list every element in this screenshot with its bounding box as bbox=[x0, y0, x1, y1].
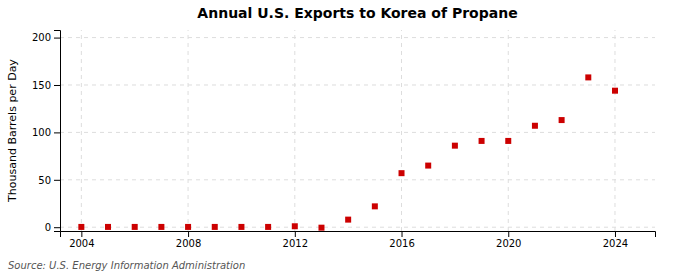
tick-mark bbox=[81, 231, 82, 237]
grid-line bbox=[60, 179, 655, 180]
point bbox=[559, 117, 565, 123]
tick-label: 200 bbox=[32, 32, 51, 43]
point bbox=[372, 203, 378, 209]
tick: 0 bbox=[45, 222, 60, 233]
tick: 100 bbox=[32, 127, 60, 138]
tick: 50 bbox=[38, 175, 60, 186]
tick: 2012 bbox=[283, 231, 308, 249]
tick-mark bbox=[188, 231, 189, 237]
tick-label: 2008 bbox=[176, 238, 201, 249]
y-axis: 0 50 100 150 200 bbox=[32, 31, 61, 233]
tick-label: 2004 bbox=[69, 238, 94, 249]
title: Annual U.S. Exports to Korea of Propane bbox=[197, 5, 517, 21]
point bbox=[238, 224, 244, 230]
point bbox=[612, 88, 618, 94]
point bbox=[532, 123, 538, 129]
grid-line bbox=[294, 30, 295, 231]
grid-line bbox=[60, 132, 655, 133]
grid-line bbox=[401, 30, 402, 231]
x-axis: 2004 2008 2012 2016 2020 2024 bbox=[61, 231, 656, 249]
tick-mark bbox=[508, 231, 509, 237]
point bbox=[212, 224, 218, 230]
axis-line bbox=[54, 31, 61, 232]
tick-label: 2016 bbox=[389, 238, 414, 249]
tick-mark bbox=[615, 231, 616, 237]
point bbox=[479, 138, 485, 144]
grid-line bbox=[60, 37, 655, 38]
tick-label: 2024 bbox=[603, 238, 628, 249]
tick: 2020 bbox=[496, 231, 521, 249]
tick-label: 2012 bbox=[283, 238, 308, 249]
point bbox=[185, 224, 191, 230]
point bbox=[345, 217, 351, 223]
point bbox=[585, 74, 591, 80]
tick-mark bbox=[54, 180, 60, 181]
axis-line bbox=[61, 232, 656, 238]
point bbox=[78, 224, 84, 230]
tick-mark bbox=[54, 85, 60, 86]
tick-label: 150 bbox=[32, 80, 51, 91]
tick: 2004 bbox=[69, 231, 94, 249]
point bbox=[105, 224, 111, 230]
grid-line bbox=[614, 30, 615, 231]
tick: 2024 bbox=[603, 231, 628, 249]
tick-mark bbox=[54, 227, 60, 228]
point bbox=[318, 225, 324, 231]
grid-line bbox=[81, 30, 82, 231]
tick: 200 bbox=[32, 32, 60, 43]
tick-label: 50 bbox=[38, 175, 51, 186]
tick-mark bbox=[54, 38, 60, 39]
source: Source: U.S. Energy Information Administ… bbox=[8, 260, 245, 271]
tick-label: 2020 bbox=[496, 238, 521, 249]
points bbox=[78, 74, 618, 230]
tick: 2008 bbox=[176, 231, 201, 249]
tick-mark bbox=[54, 132, 60, 133]
grid-line bbox=[188, 30, 189, 231]
grid bbox=[60, 30, 655, 231]
point bbox=[132, 224, 138, 230]
tick-label: 0 bbox=[45, 222, 51, 233]
tick-mark bbox=[295, 231, 296, 237]
tick-label: 100 bbox=[32, 127, 51, 138]
point bbox=[505, 138, 511, 144]
point bbox=[452, 143, 458, 149]
grid-line bbox=[508, 30, 509, 231]
tick: 150 bbox=[32, 80, 60, 91]
point bbox=[158, 224, 164, 230]
point bbox=[399, 170, 405, 176]
tick: 2016 bbox=[389, 231, 414, 249]
y-axis-title: Thousand Barrels per Day bbox=[6, 59, 19, 203]
point bbox=[425, 163, 431, 169]
tick-mark bbox=[402, 231, 403, 237]
grid-line bbox=[60, 227, 655, 228]
point bbox=[292, 223, 298, 229]
chart: 2004 2008 2012 2016 2020 2024 0 50 100 150 200 Annu… bbox=[0, 0, 675, 275]
grid-line bbox=[60, 84, 655, 85]
point bbox=[265, 224, 271, 230]
